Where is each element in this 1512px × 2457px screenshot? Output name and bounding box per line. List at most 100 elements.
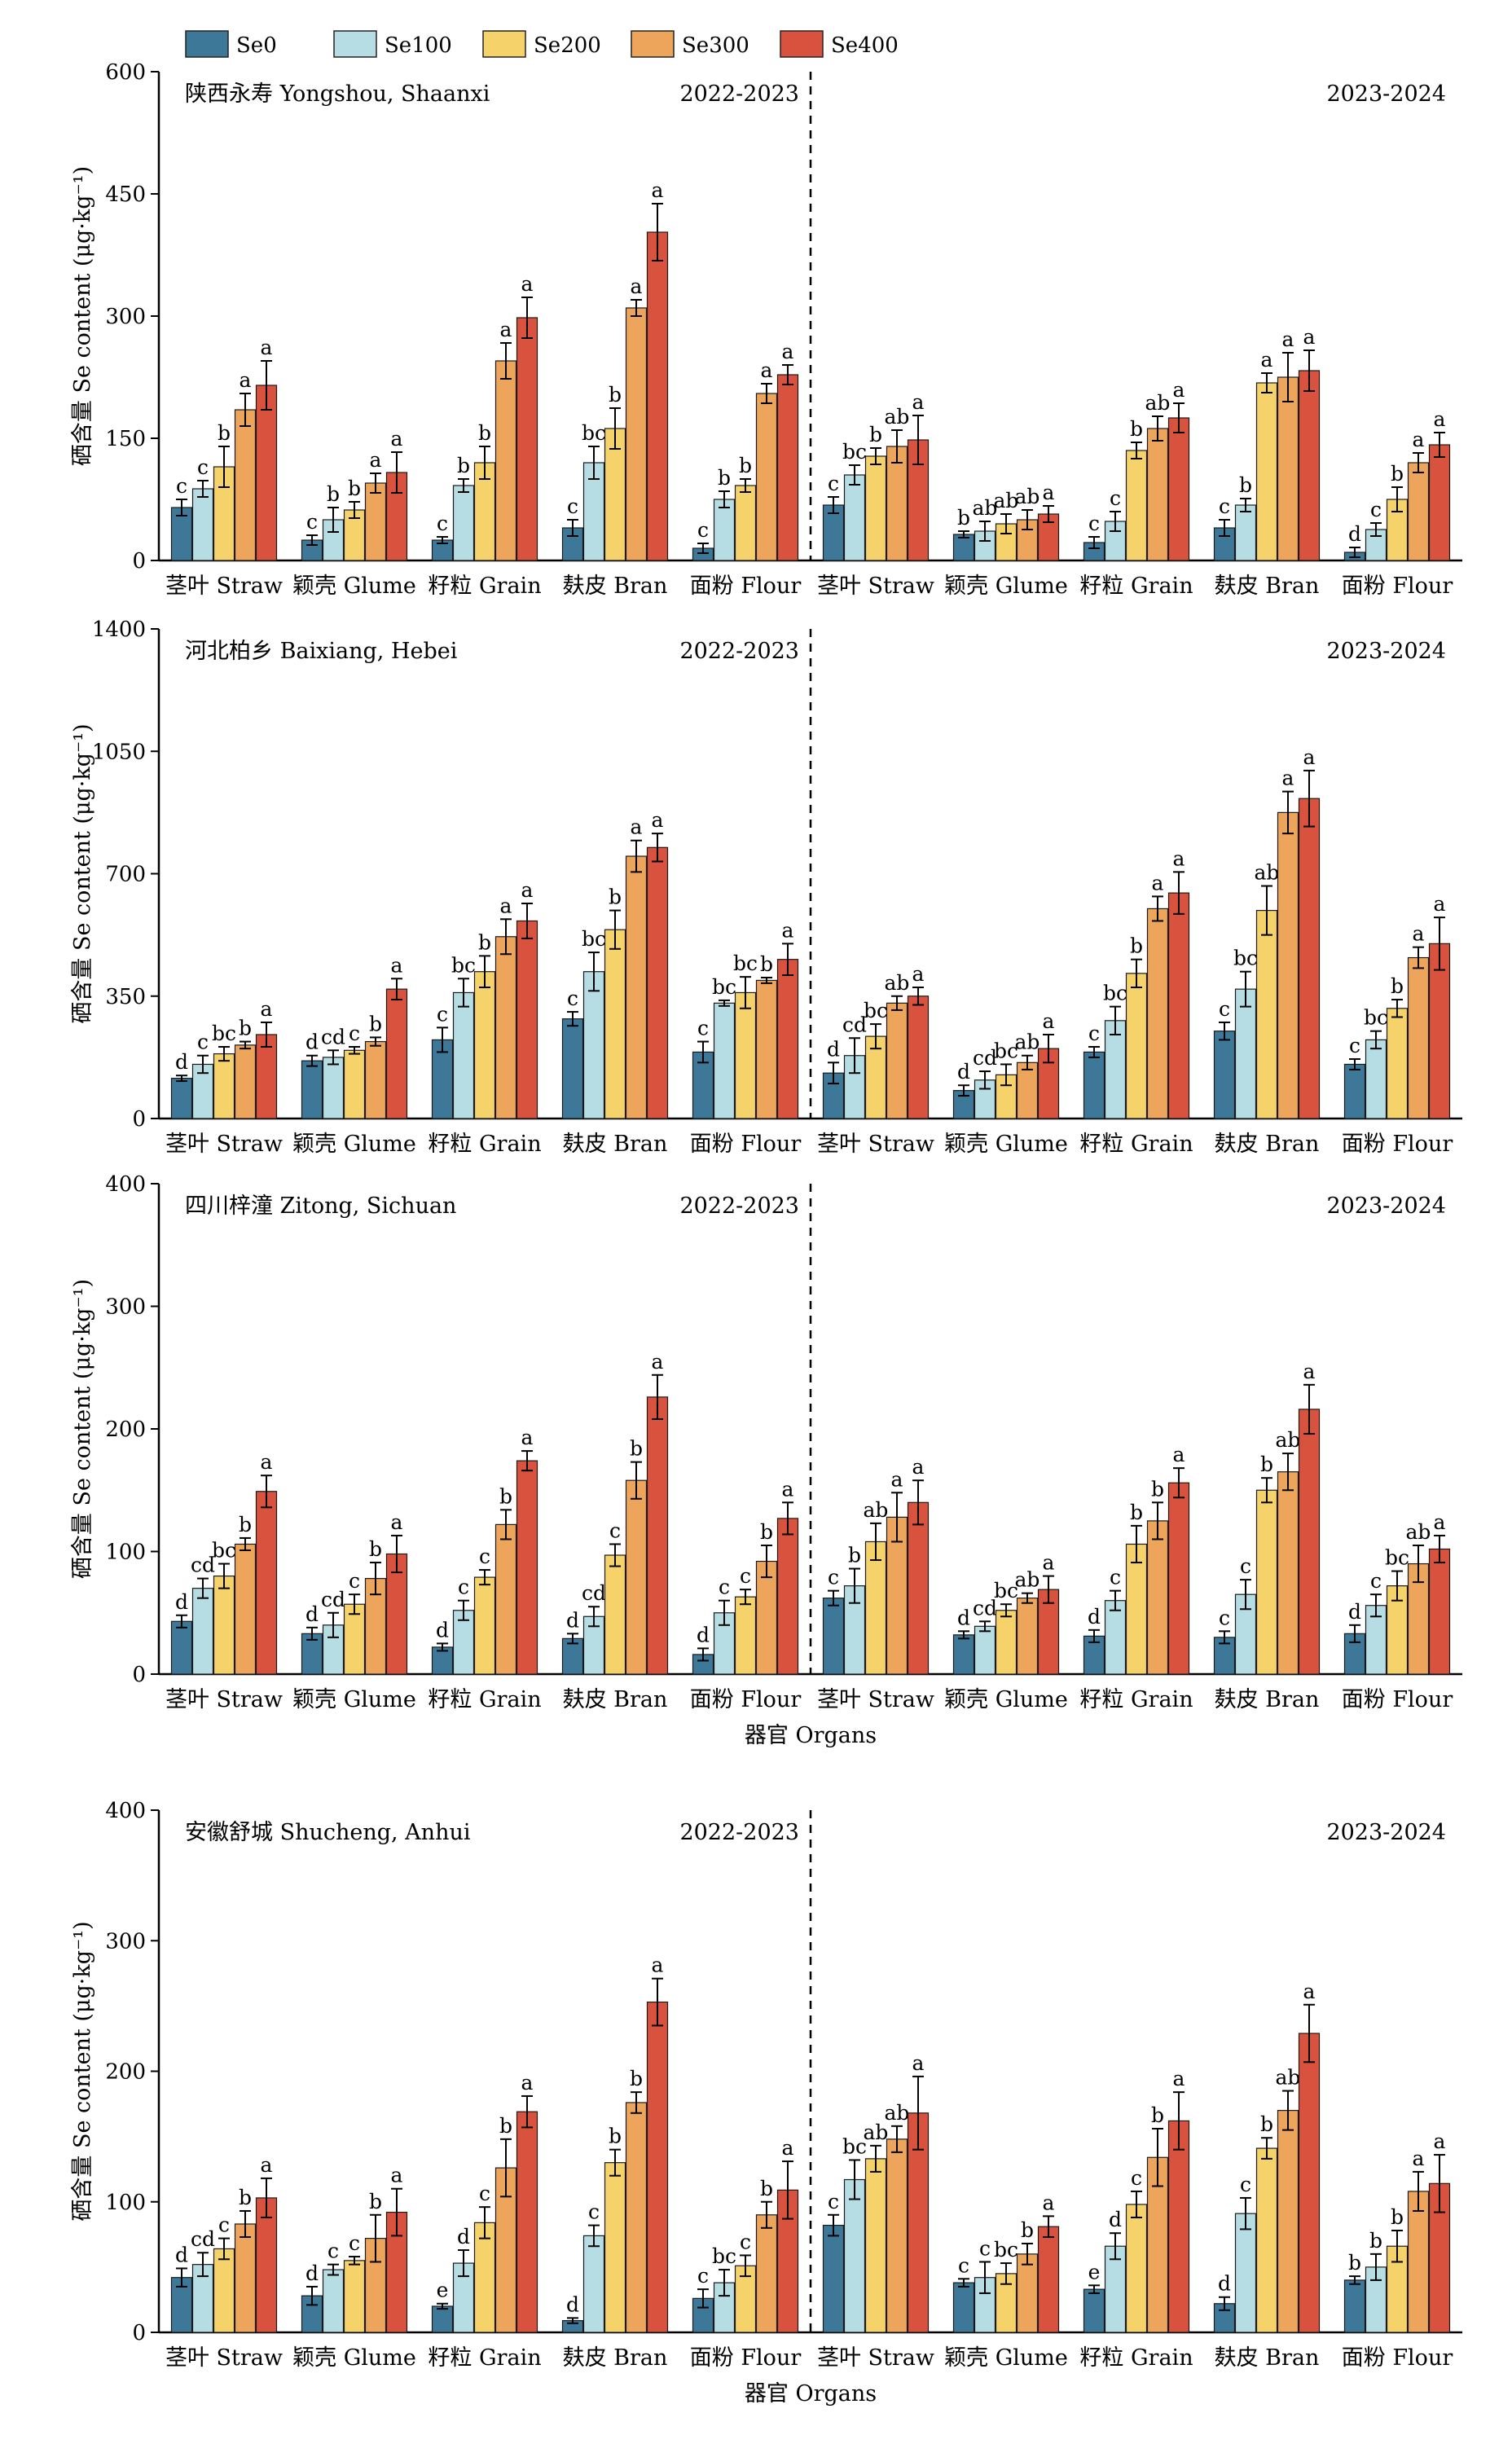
bar-se300 [494,360,517,561]
x-tick-label: 籽粒 Grain [1079,2345,1193,2371]
bar-se200 [1255,1489,1278,1675]
significance-letter: c [588,2200,600,2224]
significance-letter: c [218,2213,230,2237]
bar-se300 [234,2223,257,2333]
significance-letter: b [957,506,970,530]
significance-letter: cd [321,1025,345,1048]
bar-se0 [952,1634,975,1675]
bar-se100 [713,499,736,561]
y-tick-label: 300 [105,1929,146,1954]
bar-se400 [1037,2226,1060,2333]
x-tick-label: 颖壳 Glume [292,574,416,599]
period-label: 2022-2023 [679,1820,799,1845]
x-tick-label: 面粉 Flour [1342,2345,1453,2371]
significance-letter: b [739,454,752,477]
period-label: 2023-2024 [1326,639,1446,664]
significance-letter: b [457,454,470,477]
y-tick-label: 200 [105,2060,146,2085]
x-tick-label: 颖壳 Glume [292,1132,416,1157]
significance-letter: a [1173,2067,1185,2090]
x-tick-label: 籽粒 Grain [428,1132,541,1157]
significance-letter: bc [864,999,888,1022]
significance-letter: c [349,1569,360,1593]
significance-letter: a [391,953,403,977]
legend-swatch-se200 [482,30,526,58]
significance-letter: b [869,423,882,446]
x-tick-label: 颖壳 Glume [944,2345,1068,2371]
significance-letter: a [1303,1360,1316,1383]
significance-letter: a [652,178,664,202]
bar-se300 [1016,1598,1039,1675]
bar-se300 [625,855,648,1119]
y-tick-label: 400 [105,1172,146,1197]
x-tick-label: 麸皮 Bran [1215,2345,1320,2371]
significance-letter: cd [321,1588,345,1611]
significance-letter: c [327,2239,339,2263]
significance-letter: a [1043,2191,1055,2214]
significance-letter: a [521,878,534,902]
significance-letter: a [261,1450,273,1474]
x-tick-label: 面粉 Flour [690,2345,802,2371]
significance-letter: c [479,2182,490,2205]
y-axis-label: 硒含量 Se content (μg·kg⁻¹) [70,1921,95,2221]
significance-letter: ab [885,2101,910,2125]
significance-letter: cd [582,1581,606,1605]
x-tick-label: 籽粒 Grain [428,574,541,599]
significance-letter: a [1043,481,1055,504]
significance-letter: a [391,1510,403,1534]
bar-se300 [1016,1061,1039,1119]
significance-letter: b [499,1484,512,1508]
significance-letter: bc [994,1579,1018,1602]
significance-letter: c [719,1576,730,1599]
bar-se200 [604,428,626,561]
bar-se300 [494,936,517,1119]
significance-letter: a [782,2136,794,2160]
bar-se200 [213,1575,235,1675]
significance-letter: bc [582,927,606,951]
significance-letter: c [697,1017,709,1040]
significance-letter: a [1173,846,1185,870]
significance-letter: c [1349,1034,1360,1057]
y-tick-label: 350 [105,985,146,1009]
significance-letter: bc [712,2244,736,2268]
bar-se300 [1407,2191,1430,2333]
significance-letter: a [1173,1443,1185,1466]
significance-letter: c [828,1566,839,1589]
significance-letter: ab [864,2121,889,2144]
bar-se0 [1083,2288,1105,2333]
bar-se100 [974,1625,996,1675]
significance-letter: c [349,2231,360,2255]
significance-letter: c [567,494,578,518]
significance-letter: ab [1276,2066,1301,2090]
significance-letter: a [1152,871,1164,894]
bar-se300 [1277,376,1299,561]
significance-letter: e [437,2279,449,2302]
significance-letter: b [609,886,622,909]
bar-se400 [1167,417,1190,561]
bar-se200 [864,455,887,561]
significance-letter: b [327,482,340,506]
bar-se400 [1298,2033,1321,2333]
significance-letter: bc [212,1022,236,1045]
significance-letter: a [1413,922,1425,946]
significance-letter: b [1239,473,1252,497]
bar-se400 [1167,1482,1190,1675]
significance-letter: a [1434,892,1446,916]
bar-se100 [322,2269,345,2333]
significance-letter: c [979,2236,991,2260]
bar-se300 [234,409,257,561]
bar-se400 [255,1491,278,1675]
bar-se400 [646,1396,669,1675]
significance-letter: c [1240,1554,1251,1578]
y-tick-label: 0 [132,2321,146,2345]
significance-letter: b [239,1513,252,1536]
x-tick-label: 麸皮 Bran [563,574,668,599]
bar-se300 [625,2102,648,2333]
legend-swatch-se100 [333,30,377,58]
significance-letter: a [391,2164,403,2187]
bar-se400 [776,1518,799,1675]
legend-label: Se400 [831,33,899,58]
x-tick-label: 面粉 Flour [690,1132,802,1157]
significance-letter: bc [1385,1546,1409,1570]
significance-letter: a [370,448,382,472]
